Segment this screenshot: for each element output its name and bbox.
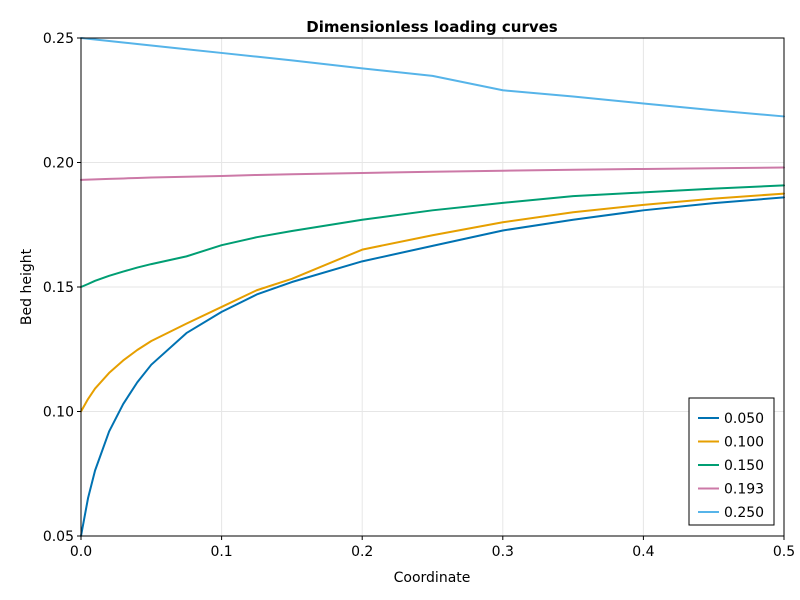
x-tick-label: 0.3: [492, 544, 514, 560]
legend-entry-label: 0.150: [724, 458, 764, 474]
chart-title: Dimensionless loading curves: [306, 18, 558, 36]
series-line-0-150: [80, 184, 785, 288]
y-axis-ticks: 0.05 0.10 0.15 0.20 0.25: [43, 31, 81, 545]
series-layer: [80, 37, 785, 537]
x-axis-ticks: 0.0 0.1 0.2 0.3 0.4 0.5: [70, 536, 795, 560]
y-tick-label: 0.05: [43, 529, 74, 545]
grid-lines: [81, 38, 784, 536]
y-tick-label: 0.15: [43, 280, 74, 296]
legend-entry-label: 0.193: [724, 482, 764, 498]
legend-entry-label: 0.100: [724, 435, 764, 451]
legend-entry-label: 0.250: [724, 505, 764, 521]
x-tick-label: 0.2: [351, 544, 373, 560]
x-axis-label: Coordinate: [394, 570, 471, 586]
y-tick-label: 0.25: [43, 31, 74, 47]
series-line-0-193: [80, 166, 785, 181]
y-axis-label: Bed height: [19, 248, 35, 325]
y-tick-label: 0.20: [43, 156, 74, 172]
series-line-0-050: [80, 196, 785, 537]
legend-entry-label: 0.050: [724, 411, 764, 427]
legend-box: [688, 397, 775, 526]
series-line-0-250: [80, 37, 785, 118]
legend: 0.050 0.100 0.150 0.193 0.250: [688, 397, 775, 526]
series-line-0-100: [80, 192, 785, 413]
x-tick-label: 0.1: [210, 544, 232, 560]
x-tick-label: 0.4: [632, 544, 654, 560]
y-tick-label: 0.10: [43, 405, 74, 421]
x-tick-label: 0.0: [70, 544, 92, 560]
x-tick-label: 0.5: [773, 544, 795, 560]
